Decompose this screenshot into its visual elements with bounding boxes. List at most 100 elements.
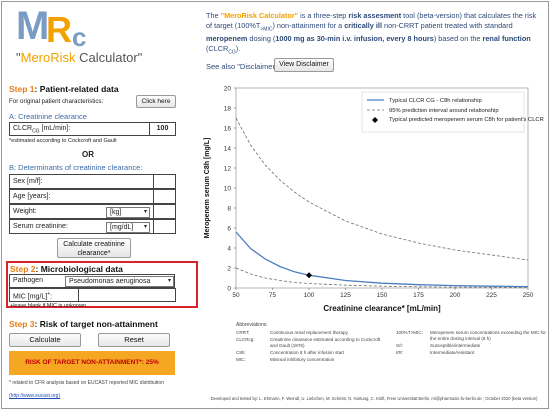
y-tick-label: 2 (227, 266, 231, 273)
x-tick-label: 200 (450, 292, 461, 299)
x-tick-label: 250 (523, 292, 534, 299)
legend-label: 95% prediction interval around relations… (389, 108, 499, 114)
y-tick-label: 18 (224, 106, 232, 113)
calculate-clearance-button[interactable]: Calculate creatinine clearance* (57, 238, 131, 258)
serum-unit-select[interactable]: [mg/dL] ▾ (106, 222, 150, 233)
intro-text: The "MeroRisk Calculator" is a three-ste… (206, 11, 537, 56)
legend-swatch-point (372, 117, 378, 123)
cfr-note: * related to CFR analysis based on EUCAS… (9, 380, 164, 386)
age-row: Age [years]: (9, 189, 176, 204)
abbr_left-row: C8h: Concentration 8 h after infusion sta… (236, 350, 386, 356)
chevron-down-icon: ▾ (143, 224, 147, 230)
x-tick-label: 225 (486, 292, 497, 299)
serum-creatinine-label: Serum creatinine: (13, 223, 68, 230)
estimation-note: *estimated according to Cockcroft and Ga… (9, 138, 117, 144)
x-tick-label: 100 (304, 292, 315, 299)
weight-unit-select[interactable]: [kg] ▾ (106, 207, 150, 218)
series-line-0 (235, 231, 529, 288)
abbr-value: Creatinine clearance estimated according… (270, 336, 381, 348)
age-input[interactable] (153, 189, 176, 204)
step1-title: Step 1: Patient-related data (9, 84, 119, 94)
clcr-input[interactable]: 100 (149, 122, 176, 136)
click-here-button[interactable]: Click here (136, 95, 176, 108)
weight-row: Weight: [kg] ▾ (9, 204, 176, 219)
y-tick-label: 20 (224, 86, 232, 93)
mic-row: MIC [mg/L]+: (9, 288, 176, 302)
abbr-key: CLCRcg: (236, 336, 255, 342)
section-a-label: A: Creatinine clearance (9, 112, 87, 121)
abbr-key: 100%T>MIC: (396, 330, 423, 335)
sex-input[interactable] (153, 174, 176, 189)
y-tick-label: 0 (227, 286, 231, 293)
view-disclaimer-button[interactable]: View Disclaimer (274, 58, 334, 72)
legend-box (361, 91, 525, 133)
x-axis-label: Creatinine clearance* [mL/min] (323, 304, 441, 313)
abbr-value: Concentration 8 h after infusion start (270, 349, 345, 355)
see-also-label: See also "Disclaimer": (206, 62, 280, 71)
logo-c: c (72, 22, 87, 52)
step2-highlight-box (6, 261, 198, 308)
abbr-value: Susceptible/intermediate (430, 342, 481, 348)
y-axis-label: Meropenem serum C8h [mg/L] (204, 138, 211, 239)
step3-title: Step 3: Risk of target non-attainment (9, 319, 158, 329)
abbreviations: Abbreviations: CRRT: Continuous renal rep… (236, 322, 546, 388)
calculate-button[interactable]: Calculate (9, 333, 81, 347)
weight-unit-value: [kg] (110, 209, 122, 216)
y-tick-label: 14 (224, 146, 232, 153)
y-tick-label: 10 (224, 186, 232, 193)
weight-label: Weight: (13, 208, 37, 215)
abbr-value: Meropenem serum concentrations exceeding… (430, 330, 546, 341)
abbr-key: MIC: (236, 356, 246, 362)
risk-chart: 0 2 4 6 8 10 12 14 16 18 20 50 75 100 125 150 175 200 225 2… (204, 86, 544, 314)
y-tick-label: 8 (227, 206, 231, 213)
clcr-row: CLCRCG [mL/min]: 100 (9, 122, 176, 136)
chevron-down-icon: ▾ (143, 209, 147, 215)
pathogen-label: Pathogen (13, 277, 43, 284)
abbr-value: Continuous renal replacement therapy (270, 330, 348, 335)
data-point-marker (306, 272, 312, 279)
chevron-down-icon: ▾ (167, 278, 171, 284)
x-tick-label: 75 (269, 292, 277, 299)
x-tick-label: 150 (377, 292, 388, 299)
abbr-key: I/R: (396, 349, 404, 355)
logo-r: R (46, 9, 72, 50)
abbr_right-row: 100%T>MIC: Meropenem serum concentrations… (396, 330, 546, 341)
sex-label: Sex [m/f]: (13, 178, 43, 185)
logo-name: "MeroRisk Calculator" (16, 50, 143, 65)
weight-input[interactable] (153, 204, 176, 219)
legend-label: Typical predicted meropenem serum C8h fo… (389, 117, 544, 123)
or-separator: OR (82, 150, 94, 159)
clcr-label: CLCRCG [mL/min]: (13, 125, 71, 135)
mic-input[interactable] (78, 288, 176, 302)
abbr_right-row: S/I: Susceptible/intermediate (396, 343, 546, 349)
abbr-value: Intermediate/resistant (430, 349, 475, 355)
section-b-label: B: Determinants of creatinine clearance: (9, 163, 143, 172)
abbr-key: S/I: (396, 342, 403, 348)
pathogen-row: Pathogen Pseudomonas aeruginosa ▾ (9, 274, 175, 288)
original-patient-label: For original patient characteristics: (9, 98, 104, 105)
mic-note: +leave blank if MIC is unknown (10, 303, 86, 309)
abbr-value: Minimal inhibitory concentration (270, 356, 335, 362)
serum-creatinine-row: Serum creatinine: [mg/dL] ▾ (9, 219, 176, 234)
serum-creatinine-input[interactable] (153, 219, 176, 234)
pathogen-value: Pseudomonas aeruginosa (69, 278, 151, 285)
y-tick-label: 16 (224, 126, 232, 133)
series-line-2 (235, 267, 529, 288)
y-tick-label: 6 (227, 226, 231, 233)
x-tick-label: 50 (232, 292, 240, 299)
y-tick-label: 4 (227, 246, 231, 253)
x-tick-label: 125 (340, 292, 351, 299)
reset-button[interactable]: Reset (98, 333, 170, 347)
logo-m: M (16, 4, 49, 48)
abbr-key: CRRT: (236, 330, 250, 335)
y-tick-label: 12 (224, 166, 232, 173)
eucast-link[interactable]: (http://www.eucast.org) (9, 393, 61, 399)
abbr_left-row: MIC: Minimal inhibitory concentration (236, 357, 386, 363)
abbr-key: C8h: (236, 349, 246, 355)
pathogen-select[interactable]: Pseudomonas aeruginosa ▾ (65, 276, 174, 287)
x-tick-label: 175 (413, 292, 424, 299)
credits: Developed and tested by: L. Ehmann, F. W… (210, 396, 538, 401)
step2-title: Step 2: Microbiological data (10, 264, 123, 274)
serum-unit-value: [mg/dL] (110, 224, 134, 231)
